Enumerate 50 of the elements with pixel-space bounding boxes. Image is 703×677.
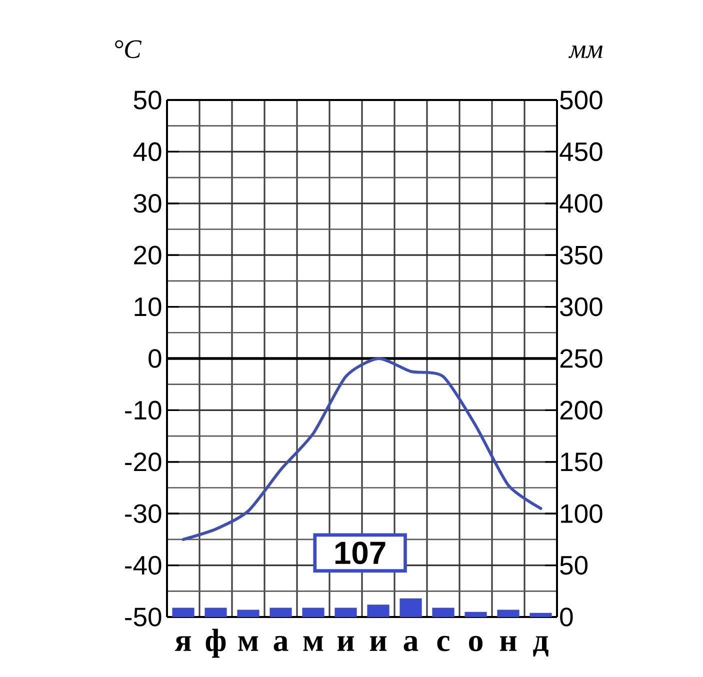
y2-tick-label: 200 bbox=[560, 400, 602, 420]
x-tick-label: д bbox=[533, 636, 548, 656]
x-tick-label: и bbox=[337, 636, 354, 651]
bar bbox=[172, 608, 194, 617]
y-tick-label: -50 bbox=[125, 608, 162, 626]
bar bbox=[497, 610, 520, 617]
y-tick-label: 50 bbox=[134, 90, 162, 110]
y-tick-label: -10 bbox=[125, 400, 162, 420]
y-tick-label: 0 bbox=[148, 349, 162, 368]
bar bbox=[334, 608, 357, 617]
line-series bbox=[182, 357, 542, 541]
x-tick-label: м bbox=[303, 636, 324, 651]
x-tick-label: а bbox=[274, 636, 288, 652]
bar bbox=[270, 608, 292, 617]
y2-tick-label: 500 bbox=[560, 90, 602, 110]
bar bbox=[464, 612, 487, 617]
y2-tick-label: 150 bbox=[561, 452, 602, 472]
y2-tick-label: 300 bbox=[560, 297, 602, 316]
x-tick-label: я bbox=[174, 636, 192, 651]
y2-tick-label: 450 bbox=[560, 142, 602, 162]
y2-tick-label: 0 bbox=[560, 608, 573, 626]
y-tick-label: 10 bbox=[134, 297, 162, 316]
y-tick-label: 20 bbox=[134, 246, 162, 264]
y-axis-title: °C bbox=[115, 40, 142, 58]
x-tick-label: а bbox=[404, 636, 418, 652]
y2-tick-label: 100 bbox=[561, 504, 602, 523]
bar bbox=[302, 608, 324, 617]
bar bbox=[204, 608, 227, 617]
y-tick-label: -30 bbox=[125, 504, 162, 523]
bar bbox=[400, 598, 422, 617]
bar bbox=[237, 610, 260, 617]
y-tick-label: 40 bbox=[133, 142, 162, 162]
x-tick-label: о bbox=[468, 636, 483, 652]
x-tick-label: м bbox=[238, 636, 258, 651]
y-tick-label: -20 bbox=[125, 452, 162, 472]
bar bbox=[367, 604, 390, 617]
bar bbox=[530, 612, 552, 617]
y2-tick-label: 400 bbox=[560, 194, 602, 213]
y2-tick-label: 350 bbox=[560, 246, 602, 264]
bar bbox=[432, 608, 454, 617]
y-tick-label: 30 bbox=[134, 194, 162, 213]
y2-tick-label: 250 bbox=[560, 349, 602, 368]
y2-tick-label: 50 bbox=[560, 556, 588, 575]
x-tick-label: ф bbox=[206, 628, 226, 658]
x-tick-label: н bbox=[500, 636, 517, 651]
x-tick-label: с bbox=[437, 636, 450, 652]
y2-axis-title: мм bbox=[568, 46, 602, 58]
x-tick-label: и bbox=[370, 636, 387, 651]
annotation: 107 bbox=[335, 542, 386, 564]
y-tick-label: -40 bbox=[125, 556, 162, 575]
